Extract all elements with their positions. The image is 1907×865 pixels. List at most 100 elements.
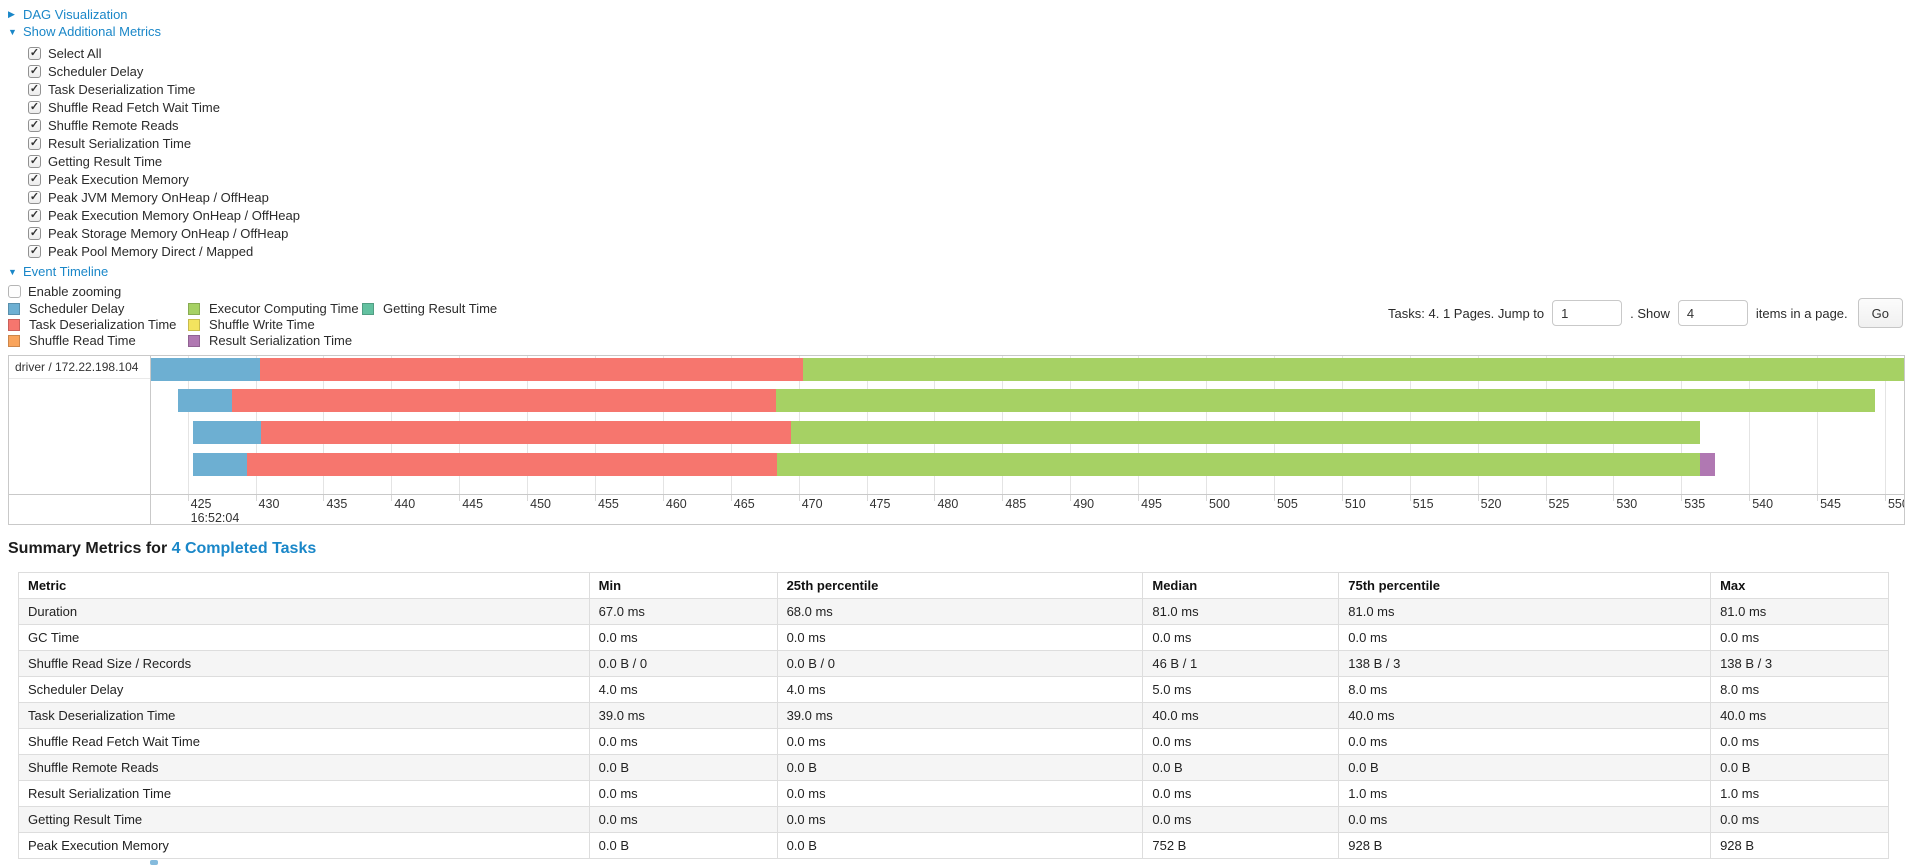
axis-tick-label: 530 [1616,497,1638,511]
table-cell: 0.0 B [588,832,778,859]
column-header: 75th percentile [1338,572,1712,599]
metric-checkbox-checked[interactable]: ✓ [28,118,41,132]
table-row: Shuffle Remote Reads 0.0 B 0.0 B 0.0 B 0.0 B… [18,754,1889,781]
table-cell: 0.0 ms [776,780,1144,807]
expanded-arrow-icon: ▼ [8,26,17,37]
table-cell: Peak Execution Memory [18,832,590,859]
jump-to-page-input[interactable] [1552,300,1623,326]
legend-swatch-result-serialization [188,334,200,347]
metric-checkbox-checked[interactable]: ✓ [28,100,41,114]
timeline-bar-executor-computing[interactable] [790,421,1701,444]
table-row: Peak Execution Memory 0.0 B 0.0 B 752 B 928 … [18,832,1889,859]
enable-zooming-checkbox[interactable] [8,284,21,298]
column-header: Median [1142,572,1340,599]
timeline-bar-scheduler-delay[interactable] [193,453,248,476]
column-header: 25th percentile [776,572,1144,599]
metric-checkbox-label: Scheduler Delay [48,63,144,79]
table-row: Shuffle Read Fetch Wait Time 0.0 ms 0.0 ms… [18,728,1889,755]
timeline-bar-scheduler-delay[interactable] [193,421,261,444]
go-button[interactable]: Go [1857,298,1903,328]
metric-checkbox-checked[interactable]: ✓ [28,190,41,204]
table-cell: 4.0 ms [776,676,1144,703]
metric-checkbox-checked[interactable]: ✓ [28,46,41,60]
timeline-bar-task-deserialization[interactable] [260,421,791,444]
axis-border [9,494,151,495]
timeline-bar-executor-computing[interactable] [776,453,1701,476]
table-cell: 928 B [1710,832,1889,859]
table-cell: 5.0 ms [1142,676,1340,703]
table-cell: 0.0 B [776,832,1144,859]
legend-swatch-shuffle-write [188,318,200,331]
table-cell: 40.0 ms [1338,702,1712,729]
timeline-group-column: driver / 172.22.198.104 [9,356,151,524]
event-timeline-toggle[interactable]: ▼ Event Timeline [8,263,300,280]
axis-tick [1070,495,1072,501]
timeline-bar-executor-computing[interactable] [802,358,1904,381]
dag-visualization-link[interactable]: DAG Visualization [23,7,128,22]
timeline-bar-task-deserialization[interactable] [247,453,777,476]
timeline-bar-task-deserialization[interactable] [259,358,803,381]
table-cell: 0.0 B [588,754,778,781]
dag-visualization-toggle[interactable]: ▶ DAG Visualization [8,6,300,23]
axis-tick [1341,495,1343,501]
timeline-bar-task-deserialization[interactable] [232,389,776,412]
table-cell: 0.0 B [1710,754,1889,781]
table-row: GC Time 0.0 ms 0.0 ms 0.0 ms 0.0 ms 0.0 ms [18,624,1889,651]
metric-checkbox-checked[interactable]: ✓ [28,154,41,168]
timeline-bar-result-serialization[interactable] [1700,453,1716,476]
metric-checkbox-checked[interactable]: ✓ [28,82,41,96]
legend-label: Result Serialization Time [209,333,353,348]
metric-checkbox-checked[interactable]: ✓ [28,226,41,240]
metric-checkbox-checked[interactable]: ✓ [28,136,41,150]
axis-tick [1002,495,1004,501]
axis-tick [527,495,529,501]
table-cell: 39.0 ms [776,702,1144,729]
event-timeline-chart: 425 430 435 440 445 450 455 460 465 470 475 480 485 4… [8,355,1905,525]
legend-entry: Shuffle Read Time [8,333,176,348]
metric-checkbox-checked[interactable]: ✓ [28,172,41,186]
legend-swatch-scheduler-delay [8,302,20,315]
metric-checkbox-label: Select All [48,45,102,61]
completed-tasks-link[interactable]: 4 Completed Tasks [171,540,317,557]
axis-tick-label: 485 [1005,497,1027,511]
metric-checkbox-row: ✓ Shuffle Read Fetch Wait Time [28,98,300,116]
axis-tick-label: 490 [1073,497,1095,511]
table-cell: 0.0 B / 0 [776,650,1144,677]
show-additional-metrics-toggle[interactable]: ▼ Show Additional Metrics [8,23,300,40]
metric-checkbox-row: ✓ Getting Result Time [28,152,300,170]
table-cell: 0.0 B [776,754,1144,781]
axis-tick-label: 510 [1344,497,1366,511]
metric-checkbox-label: Peak JVM Memory OnHeap / OffHeap [48,189,269,205]
axis-tick-label: 455 [598,497,619,511]
executor-group-label: driver / 172.22.198.104 [9,356,150,379]
expanded-arrow-icon: ▼ [8,266,17,277]
metric-checkbox-row: ✓ Peak Storage Memory OnHeap / OffHeap [28,224,300,242]
legend-entry: Result Serialization Time [188,333,359,348]
table-cell: 68.0 ms [776,598,1144,625]
axis-tick-label: 540 [1752,497,1774,511]
legend-label: Task Deserialization Time [29,317,177,332]
table-cell: 0.0 B [1338,754,1712,781]
table-cell: Result Serialization Time [18,780,590,807]
tasks-count-text: Tasks: 4. 1 Pages. Jump to [1388,305,1545,321]
metric-checkbox-label: Peak Pool Memory Direct / Mapped [48,243,254,259]
table-cell: 0.0 ms [1338,728,1712,755]
metric-checkbox-checked[interactable]: ✓ [28,208,41,222]
table-cell: 81.0 ms [1142,598,1340,625]
summary-title-text: Summary Metrics for [8,540,172,557]
metric-checkbox-checked[interactable]: ✓ [28,64,41,78]
timeline-bar-executor-computing[interactable] [775,389,1876,412]
grid-line [1749,356,1751,494]
items-per-page-input[interactable] [1677,300,1748,326]
show-additional-metrics-link[interactable]: Show Additional Metrics [23,24,162,39]
timeline-bar-scheduler-delay[interactable] [178,389,233,412]
timeline-bar-scheduler-delay[interactable] [151,358,260,381]
axis-tick [866,495,868,501]
table-row: Shuffle Read Size / Records 0.0 B / 0 0.0 … [18,650,1889,677]
table-cell: 0.0 ms [776,806,1144,833]
show-text: . Show [1630,305,1670,321]
metric-checkbox-checked[interactable]: ✓ [28,244,41,258]
metric-checkbox-label: Shuffle Read Fetch Wait Time [48,99,220,115]
event-timeline-link[interactable]: Event Timeline [23,264,109,279]
summary-metrics-title: Summary Metrics for 4 Completed Tasks [8,540,316,558]
